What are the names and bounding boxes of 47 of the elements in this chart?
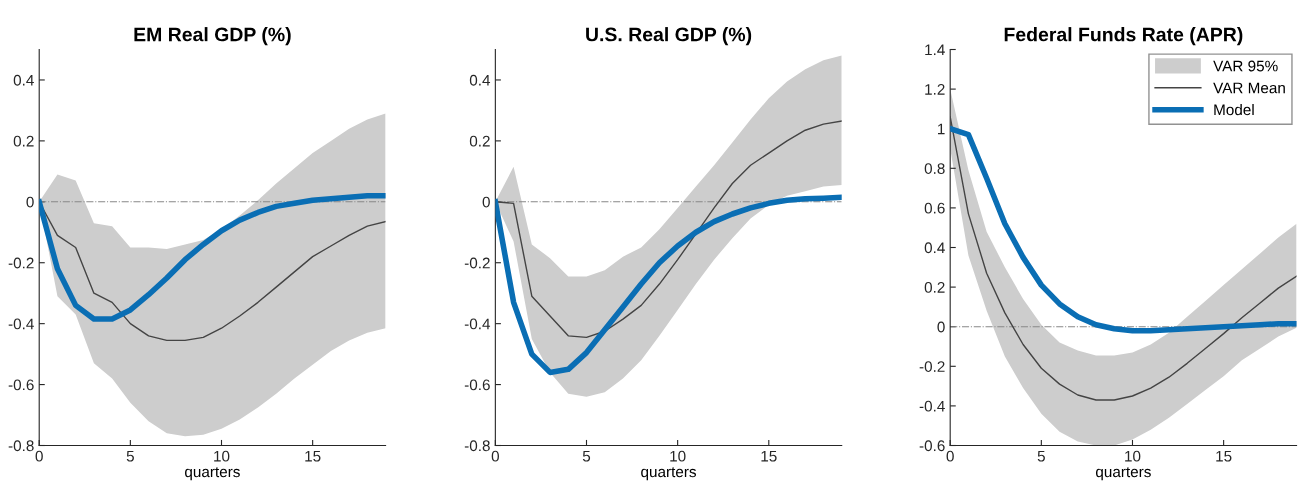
y-tick-label: 0.4 (13, 74, 34, 86)
y-tick-label: -0.4 (464, 318, 491, 330)
y-tick-label: -0.2 (464, 257, 490, 269)
x-axis-title: quarters (641, 467, 696, 481)
legend-label: Model (1214, 103, 1254, 116)
x-tick-label: 15 (1216, 450, 1232, 462)
x-tick-label: 15 (305, 450, 321, 462)
y-tick-label: 0.2 (469, 135, 490, 147)
y-tick-label: 1.4 (925, 44, 945, 56)
y-tick-label: 0.8 (924, 163, 945, 174)
x-axis-title: quarters (1095, 467, 1151, 481)
x-tick-label: 0 (946, 450, 954, 462)
line-series (495, 120, 842, 339)
chart-title: EM Real GDP (%) (134, 27, 291, 46)
chart-title: U.S. Real GDP (%) (586, 27, 752, 46)
x-tick-label: 0 (491, 450, 499, 462)
x-tick-label: 5 (582, 450, 591, 462)
x-tick-label: 10 (670, 450, 686, 462)
annotation: VAR 95% (1213, 60, 1278, 72)
y-tick-label: -0.2 (8, 257, 34, 269)
x-tick-label: 10 (214, 450, 230, 462)
y-tick-label: -0.6 (464, 379, 490, 391)
x-tick-label: 5 (126, 450, 134, 462)
x-tick-label: 5 (1037, 450, 1045, 462)
y-tick-label: 0 (937, 321, 945, 333)
y-tick-label: 0.2 (13, 135, 34, 147)
y-tick-label: 0 (482, 196, 490, 208)
y-tick-label: 0.6 (924, 202, 945, 214)
y-tick-label: 0.2 (924, 281, 945, 293)
chart-title: Federal Funds Rate (APR) (1004, 27, 1243, 46)
y-tick-label: -0.2 (919, 361, 945, 372)
y-tick-label: 0 (26, 196, 34, 208)
y-tick-label: 1.2 (925, 83, 945, 95)
y-tick-label: 0.4 (469, 74, 491, 86)
x-tick-label: 15 (761, 450, 777, 462)
y-tick-label: -0.8 (464, 440, 490, 452)
y-tick-label: -0.8 (8, 440, 34, 452)
y-tick-label: -0.6 (8, 379, 34, 391)
x-axis-title: quarters (185, 467, 240, 481)
y-tick-label: -0.6 (919, 440, 945, 452)
legend-label: VAR Mean (1213, 82, 1285, 94)
y-tick-label: 1 (938, 123, 945, 135)
y-tick-label: 0.4 (924, 242, 945, 254)
x-tick-label: 0 (35, 450, 43, 462)
y-tick-label: -0.4 (8, 318, 34, 330)
x-tick-label: 10 (1125, 450, 1141, 462)
y-tick-label: -0.4 (919, 400, 945, 412)
